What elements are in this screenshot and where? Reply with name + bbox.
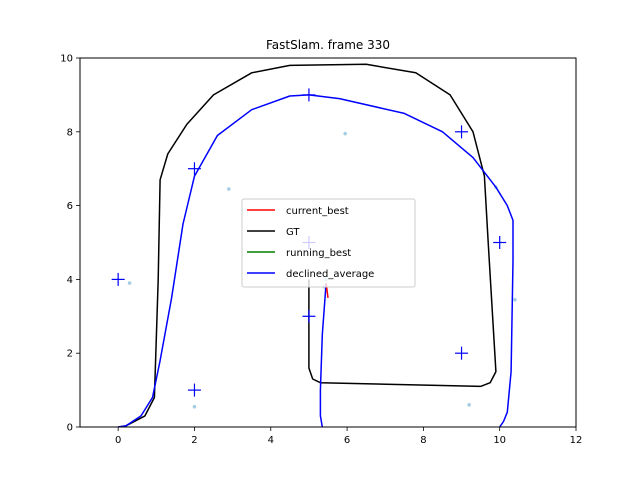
x-tick-label: 8 <box>420 435 426 446</box>
particle-point <box>343 131 347 136</box>
legend-label: GT <box>286 227 300 238</box>
particle-point <box>127 281 132 285</box>
series-line-declined-average <box>118 94 514 427</box>
x-tick-label: 12 <box>570 435 583 446</box>
legend-entry-running-best: running_best <box>247 248 351 259</box>
particle-point <box>192 404 197 409</box>
y-tick-label: 4 <box>67 275 73 286</box>
x-axis: 0 2 4 6 8 10 12 <box>115 427 582 446</box>
y-tick-label: 0 <box>67 423 73 434</box>
x-tick-label: 10 <box>493 435 506 446</box>
x-tick-label: 0 <box>115 435 121 446</box>
y-tick-label: 10 <box>60 54 73 65</box>
landmark-marker <box>187 162 201 176</box>
landmark-marker <box>455 346 469 360</box>
y-tick-label: 6 <box>67 201 73 212</box>
series-line-GT <box>118 63 497 427</box>
landmark-marker <box>302 88 316 102</box>
chart-title: FastSlam. frame 330 <box>266 38 390 52</box>
particle-point <box>513 297 517 302</box>
landmark-marker <box>187 383 201 397</box>
particle-point <box>467 403 471 407</box>
legend-entry-declined-average: declined_average <box>247 269 374 280</box>
y-tick-label: 8 <box>67 127 73 138</box>
legend: current_best GT running_best declined_avera… <box>241 198 416 288</box>
x-tick-label: 4 <box>268 435 274 446</box>
legend-box <box>241 198 416 288</box>
y-axis: 0 2 4 6 8 10 <box>60 54 80 434</box>
legend-label: current_best <box>286 206 349 217</box>
legend-entry-current-best: current_best <box>247 206 349 217</box>
landmark-marker <box>302 309 316 323</box>
landmark-marker <box>455 125 469 139</box>
x-tick-label: 6 <box>344 435 350 446</box>
series-line-declined-average <box>319 283 327 427</box>
landmark-marker <box>493 236 507 249</box>
legend-label: declined_average <box>286 269 374 280</box>
plot-frame <box>79 57 577 428</box>
x-tick-label: 2 <box>191 435 197 446</box>
legend-entry-GT: GT <box>247 227 300 238</box>
landmark-marker <box>111 272 125 286</box>
legend-label: running_best <box>286 248 351 259</box>
y-tick-label: 2 <box>67 349 73 360</box>
particle-point <box>227 187 231 191</box>
